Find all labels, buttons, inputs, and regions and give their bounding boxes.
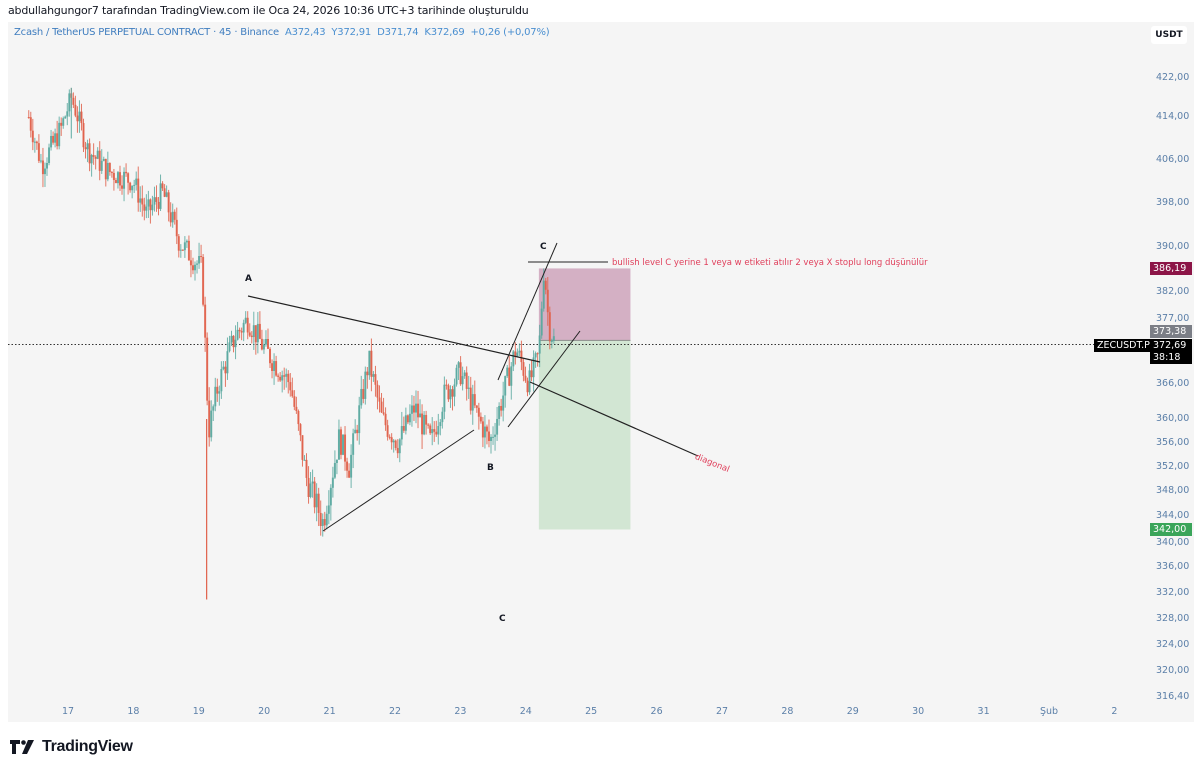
- time-tick: 17: [61, 706, 75, 717]
- price-tick: 366,00: [1156, 378, 1190, 389]
- time-tick: 30: [912, 706, 925, 717]
- wave-label-b: B: [487, 463, 494, 473]
- price-tick: 390,00: [1156, 241, 1190, 252]
- triangle-lower-trendline: [322, 429, 475, 532]
- time-tick: 20: [258, 706, 271, 717]
- price-tick: 336,00: [1156, 561, 1190, 572]
- price-tick: 324,00: [1156, 639, 1190, 650]
- chart-caption: abdullahgungor7 tarafından TradingView.c…: [8, 4, 529, 17]
- price-tick: 406,00: [1156, 154, 1190, 165]
- symbol-title[interactable]: Zcash / TetherUS PERPETUAL CONTRACT · 45…: [14, 27, 279, 38]
- close-value: K372,69: [424, 27, 465, 38]
- price-tick: 344,00: [1156, 510, 1190, 521]
- wave-label-c-bottom: C: [499, 614, 506, 624]
- time-tick: 23: [454, 706, 467, 717]
- time-tick: 22: [388, 706, 402, 717]
- price-tick: 352,00: [1156, 461, 1190, 472]
- time-tick: 25: [585, 706, 598, 717]
- change-value: +0,26 (+0,07%): [470, 27, 550, 38]
- time-tick: Şub: [1039, 706, 1059, 717]
- bullish-level-note: bullish level C yerine 1 veya w etiketi …: [612, 258, 928, 268]
- price-tick: 382,00: [1156, 286, 1190, 297]
- entry-price-badge: 373,38: [1150, 325, 1192, 338]
- wave-label-a: A: [245, 274, 252, 284]
- symbol-tag-badge: ZECUSDT.P: [1094, 339, 1152, 352]
- price-tick: 320,00: [1156, 665, 1190, 676]
- wedge-lower-line: [507, 330, 581, 428]
- time-tick: 26: [650, 706, 663, 717]
- open-value: A372,43: [284, 27, 326, 38]
- target-price-badge: 342,00: [1150, 523, 1192, 536]
- countdown-badge: 38:18: [1150, 351, 1192, 364]
- price-tick: 328,00: [1156, 613, 1190, 624]
- target-zone: [538, 340, 631, 530]
- stop-price-badge: 386,19: [1150, 262, 1192, 275]
- time-tick: 28: [781, 706, 794, 717]
- triangle-upper-trendline: [247, 295, 541, 363]
- price-tick: 348,00: [1156, 485, 1190, 496]
- time-tick: 31: [977, 706, 990, 717]
- price-tick: 377,00: [1156, 313, 1190, 324]
- brand-name: TradingView: [42, 738, 133, 755]
- time-tick: 29: [846, 706, 859, 717]
- low-value: D371,74: [377, 27, 419, 38]
- high-value: Y372,91: [331, 27, 372, 38]
- price-tick: 316,40: [1156, 691, 1190, 702]
- symbol-legend: Zcash / TetherUS PERPETUAL CONTRACT · 45…: [14, 27, 552, 38]
- tradingview-logo-icon: [10, 740, 34, 754]
- price-tick: 340,00: [1156, 537, 1190, 548]
- time-tick: 19: [192, 706, 205, 717]
- price-tick: 414,00: [1156, 111, 1190, 122]
- time-tick: 21: [323, 706, 336, 717]
- price-tick: 398,00: [1156, 197, 1190, 208]
- last-price-badge: 372,69: [1150, 339, 1192, 352]
- tradingview-logo[interactable]: TradingView: [10, 738, 133, 756]
- wedge-upper-line: [497, 242, 558, 381]
- price-tick: 422,00: [1156, 72, 1190, 83]
- currency-button[interactable]: USDT: [1151, 26, 1187, 44]
- price-tick: 356,00: [1156, 437, 1190, 448]
- time-tick: 18: [127, 706, 140, 717]
- time-tick: 27: [715, 706, 729, 717]
- time-tick: 2: [1111, 706, 1118, 717]
- diagonal-trendline: [529, 381, 699, 457]
- wave-label-c-top: C: [540, 242, 547, 252]
- stop-zone: [538, 268, 631, 341]
- price-tick: 332,00: [1156, 587, 1190, 598]
- time-tick: 24: [519, 706, 532, 717]
- price-tick: 360,00: [1156, 413, 1190, 424]
